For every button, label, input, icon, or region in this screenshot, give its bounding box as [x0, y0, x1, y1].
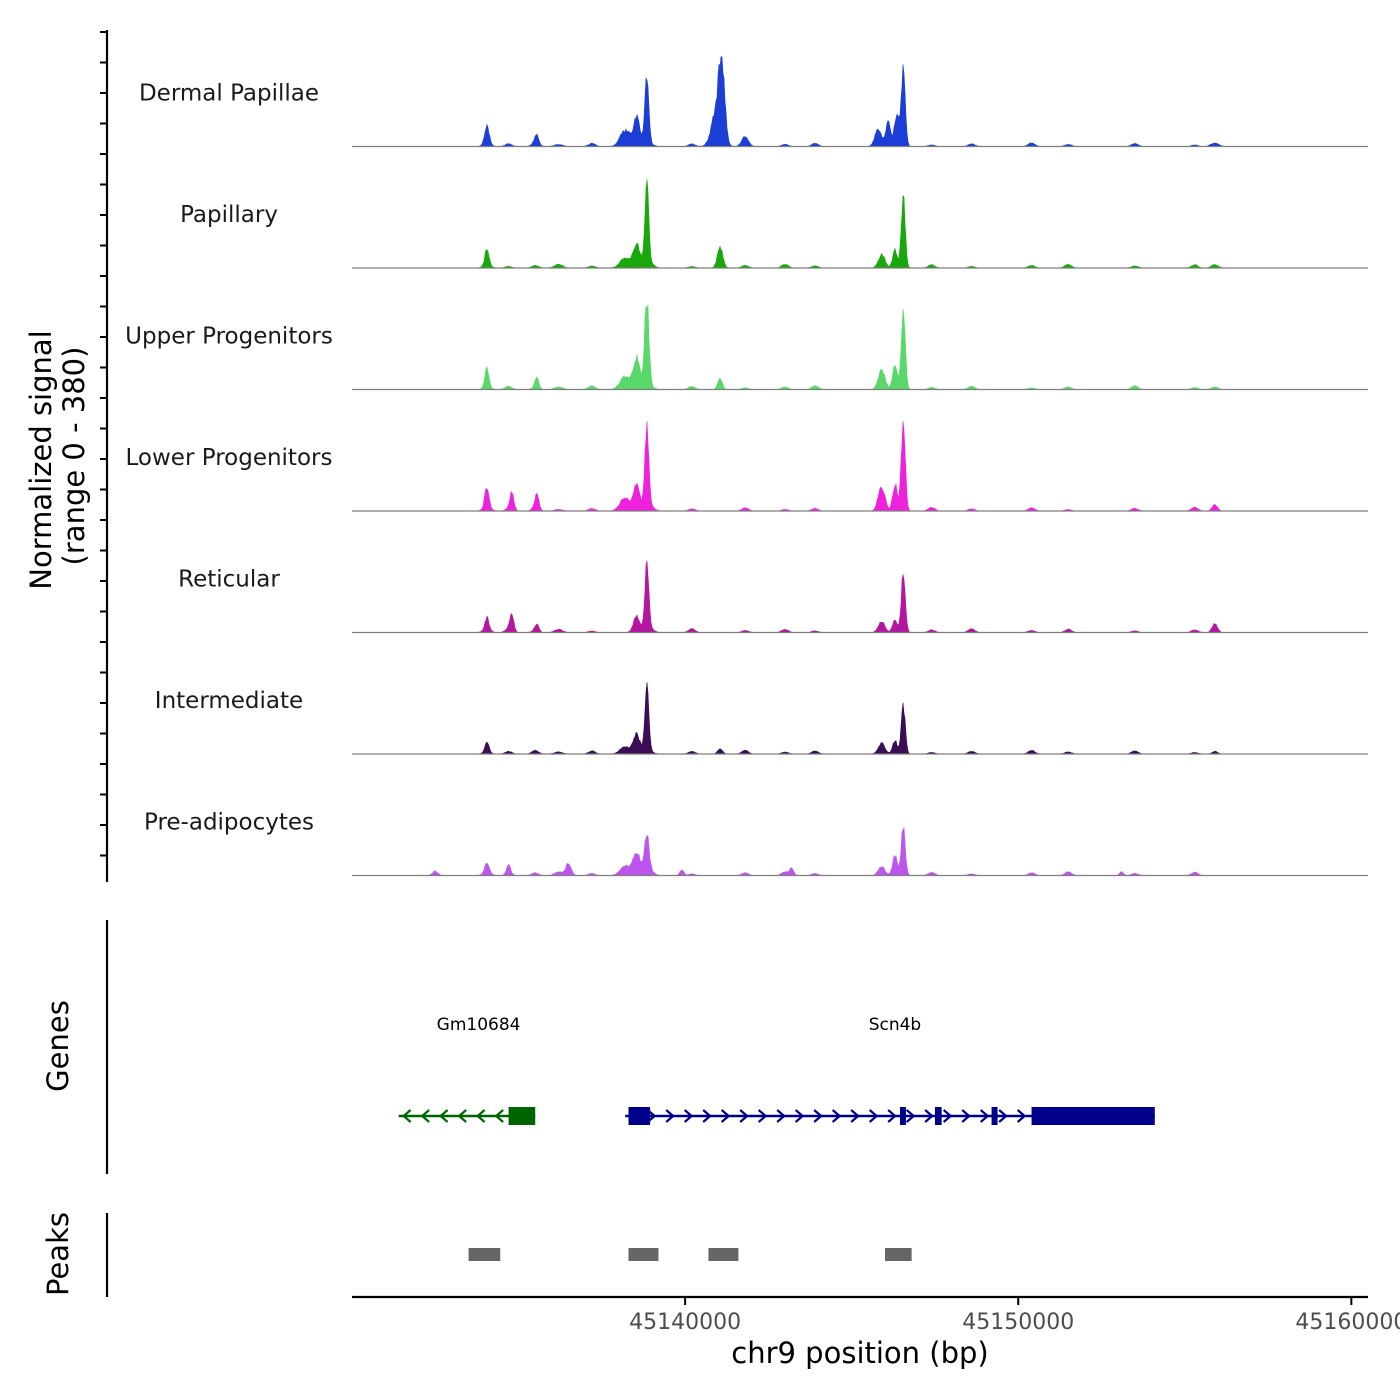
strand-arrow: [457, 1109, 467, 1123]
x-axis-title: chr9 position (bp): [731, 1336, 988, 1370]
gene-gm10684: Gm10684: [398, 1015, 536, 1125]
strand-arrow: [924, 1109, 934, 1123]
gene-exon: [899, 1107, 906, 1125]
strand-arrow: [401, 1109, 412, 1123]
gene-label: Gm10684: [437, 1015, 521, 1035]
track-lower-progenitors: Lower Progenitors: [126, 421, 1368, 512]
track-reticular: Reticular: [178, 560, 1368, 634]
y-axis-range-label: (range 0 - 380): [57, 347, 91, 566]
coverage-area: [352, 304, 1368, 390]
gene-exon: [991, 1107, 998, 1125]
coverage-area: [352, 682, 1368, 755]
strand-arrow: [1016, 1109, 1027, 1123]
gene-scn4b: Scn4b: [625, 1015, 1155, 1125]
x-tick-label: 45150000: [962, 1310, 1074, 1335]
track-label: Papillary: [180, 202, 278, 228]
track-label: Dermal Papillae: [139, 81, 319, 107]
x-tick-label: 45140000: [629, 1310, 741, 1335]
strand-arrow: [757, 1109, 768, 1123]
strand-arrow: [739, 1109, 749, 1123]
strand-arrow: [794, 1109, 805, 1123]
track-label: Reticular: [178, 567, 280, 593]
coverage-area: [352, 560, 1368, 633]
strand-arrow: [494, 1109, 504, 1123]
strand-arrow: [776, 1109, 786, 1123]
peak-region: [468, 1248, 501, 1261]
track-upper-progenitors: Upper Progenitors: [125, 304, 1368, 391]
gene-exon: [1031, 1107, 1155, 1125]
track-label: Pre-adipocytes: [144, 810, 314, 836]
coverage-area: [352, 826, 1368, 876]
strand-arrow: [831, 1109, 842, 1123]
strand-arrow: [438, 1109, 449, 1123]
strand-arrow: [979, 1109, 990, 1123]
strand-arrow: [683, 1109, 694, 1123]
strand-arrow: [813, 1109, 823, 1123]
track-intermediate: Intermediate: [155, 682, 1368, 755]
strand-arrow: [665, 1109, 675, 1123]
signal-y-axis-ticks: [100, 31, 107, 857]
gene-exon: [934, 1107, 942, 1125]
peaks-track-label: Peaks: [41, 1212, 75, 1296]
peak-region: [628, 1248, 659, 1261]
genes-track: Gm10684 Scn4b: [398, 1015, 1155, 1125]
coverage-area: [352, 56, 1368, 147]
track-label: Intermediate: [155, 688, 303, 714]
x-axis-ticks: 45140000 45150000 45160000: [629, 1297, 1400, 1335]
genes-track-label: Genes: [41, 1000, 75, 1092]
strand-arrow: [420, 1109, 430, 1123]
x-tick-label: 45160000: [1295, 1310, 1400, 1335]
strand-arrow: [905, 1109, 916, 1123]
track-papillary: Papillary: [180, 179, 1368, 269]
strand-arrow: [961, 1109, 971, 1123]
gene-label: Scn4b: [869, 1015, 922, 1035]
peak-region: [884, 1248, 912, 1261]
y-axis-title: Normalized signal: [24, 330, 58, 589]
gene-exon: [508, 1107, 536, 1125]
strand-arrow: [702, 1109, 712, 1123]
track-dermal-papillae: Dermal Papillae: [139, 56, 1368, 148]
gene-exon: [628, 1107, 651, 1125]
strand-arrow: [850, 1109, 860, 1123]
peak-region: [708, 1248, 739, 1261]
strand-arrow: [998, 1109, 1008, 1123]
track-label: Upper Progenitors: [125, 324, 333, 350]
coverage-area: [352, 421, 1368, 512]
coverage-area: [352, 179, 1368, 269]
strand-arrow: [720, 1109, 731, 1123]
strand-arrow: [887, 1109, 897, 1123]
strand-arrow: [942, 1109, 953, 1123]
strand-arrow: [868, 1109, 879, 1123]
strand-arrow: [475, 1109, 486, 1123]
coverage-tracks: Dermal Papillae Papillary Upper Progenitor…: [125, 56, 1368, 877]
track-pre-adipocytes: Pre-adipocytes: [144, 810, 1368, 877]
peaks-track: [468, 1248, 912, 1261]
track-label: Lower Progenitors: [126, 445, 333, 471]
